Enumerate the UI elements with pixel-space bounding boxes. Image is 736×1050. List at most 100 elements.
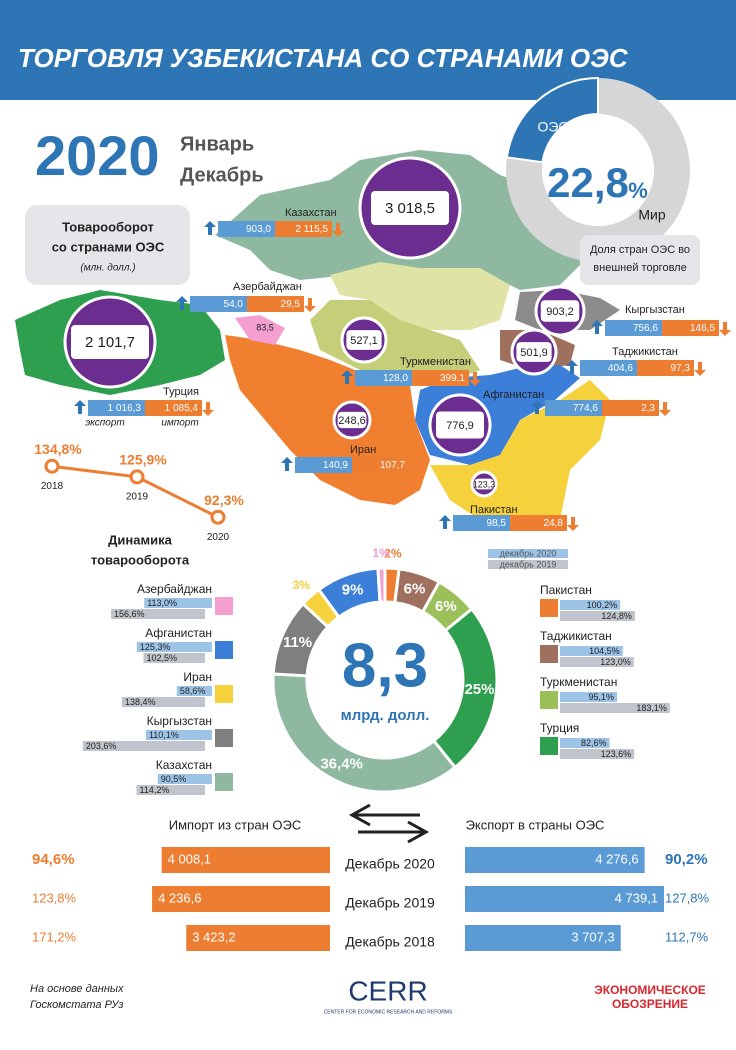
import-arrow: [659, 402, 671, 416]
export-arrow: [591, 320, 603, 334]
country-import: 146,5: [690, 323, 715, 334]
period-label: Декабрь 2019: [345, 895, 435, 911]
growth-country: Таджикистан: [540, 629, 612, 643]
growth-bar-2020: [157, 774, 212, 784]
export-bar: [465, 886, 665, 912]
export-value: 4 739,1: [615, 890, 658, 905]
import-growth: 94,6%: [32, 851, 75, 868]
import-bar: [161, 847, 330, 873]
import-value: 3 423,2: [192, 929, 235, 944]
country-swatch: [215, 641, 233, 659]
share-label: ОЭС: [537, 119, 568, 135]
growth-bar-2020: [136, 642, 212, 652]
export-box: [545, 400, 602, 416]
dynamics-value: 134,8%: [34, 441, 82, 457]
growth-value: 90,5%: [161, 774, 187, 784]
import-growth: 171,2%: [32, 929, 77, 944]
growth-bar-2020: [176, 686, 212, 696]
uzbekistan-shape: [330, 262, 510, 330]
structure-label: 3%: [293, 578, 311, 592]
export-growth: 127,8%: [665, 890, 710, 905]
country-name: Пакистан: [470, 504, 518, 516]
structure-label: 6%: [435, 598, 457, 615]
share-hole: [542, 114, 654, 226]
growth-value: 102,5%: [147, 653, 178, 663]
share-arc: [505, 76, 599, 164]
growth-bar-2019: [560, 657, 634, 667]
dynamics-point: [129, 469, 145, 485]
exchange-icon: [348, 803, 430, 844]
growth-bar-2020: [560, 600, 621, 610]
growth-country: Казахстан: [156, 758, 212, 772]
growth-country: Туркменистан: [540, 675, 617, 689]
share-label: Мир: [638, 207, 665, 223]
legend-import: импорт: [161, 418, 198, 429]
export-box: [580, 360, 637, 376]
country-swatch: [215, 597, 233, 615]
country-total: 248,6: [338, 415, 366, 427]
import-bar: [152, 886, 330, 912]
logo: CERR: [348, 975, 427, 1006]
country-import: 1 085,4: [165, 403, 199, 414]
growth-value: 138,4%: [125, 697, 156, 707]
structure-segment: [376, 566, 387, 604]
country-swatch: [540, 691, 558, 709]
country-total: 776,9: [446, 420, 474, 432]
structure-label: 25%: [464, 681, 494, 698]
structure-label: 6%: [404, 581, 426, 598]
export-box: [355, 370, 412, 386]
country-name: Афганистан: [483, 389, 544, 401]
country-swatch: [215, 729, 233, 747]
import-box: [145, 400, 202, 416]
export-title: Экспорт в страны ОЭС: [466, 817, 605, 832]
legend-2019: [488, 560, 568, 569]
export-box: [453, 515, 510, 531]
total-box: [540, 300, 580, 322]
caption-box: [580, 235, 700, 285]
growth-country: Пакистан: [540, 583, 592, 597]
import-box: [275, 221, 332, 237]
country-import: 2,3: [641, 403, 655, 414]
legend-label: декабрь 2019: [500, 559, 557, 569]
growth-country: Азербайджан: [137, 582, 212, 596]
total-box: [436, 411, 484, 439]
dynamics-point: [210, 509, 226, 525]
country-import: 2 115,5: [295, 224, 328, 235]
growth-bar-2020: [560, 646, 623, 656]
country-name: Туркменистан: [400, 356, 471, 368]
country-total: 83,5: [256, 322, 274, 332]
publisher: ЭКОНОМИЧЕСКОЕ: [594, 983, 706, 997]
growth-value: 113,0%: [147, 598, 177, 608]
note-box: [25, 205, 190, 285]
country-import: 29,5: [281, 299, 301, 310]
growth-value: 110,1%: [149, 730, 179, 740]
export-bar: [465, 847, 645, 873]
country-import: 399,1: [440, 373, 465, 384]
note-line: со странами ОЭС: [52, 239, 165, 254]
caption-line: Доля стран ОЭС во: [590, 244, 690, 256]
growth-value: 58,6%: [180, 686, 206, 696]
growth-value: 82,6%: [581, 738, 607, 748]
title: ТОРГОВЛЯ УЗБЕКИСТАНА СО СТРАНАМИ ОЭС: [18, 43, 629, 73]
country-name: Казахстан: [285, 207, 337, 219]
country-export: 1 016,3: [108, 403, 142, 414]
import-box: [247, 296, 304, 312]
country-swatch: [540, 645, 558, 663]
import-value: 4 008,1: [168, 851, 211, 866]
import-box: [412, 370, 469, 386]
export-arrow: [176, 296, 188, 310]
note-line: Товарооборот: [62, 219, 154, 234]
structure-label: 2%: [384, 546, 402, 560]
share-unit: %: [628, 178, 648, 203]
export-arrow: [74, 400, 86, 414]
growth-value: 100,2%: [587, 600, 618, 610]
import-box: [602, 400, 659, 416]
year: 2020: [35, 124, 160, 187]
country-total: 123,3: [473, 479, 496, 489]
growth-bar-2019: [143, 653, 205, 663]
dynamics-value: 92,3%: [204, 492, 244, 508]
country-total: 2 101,7: [85, 334, 135, 351]
total-box: [346, 330, 382, 350]
